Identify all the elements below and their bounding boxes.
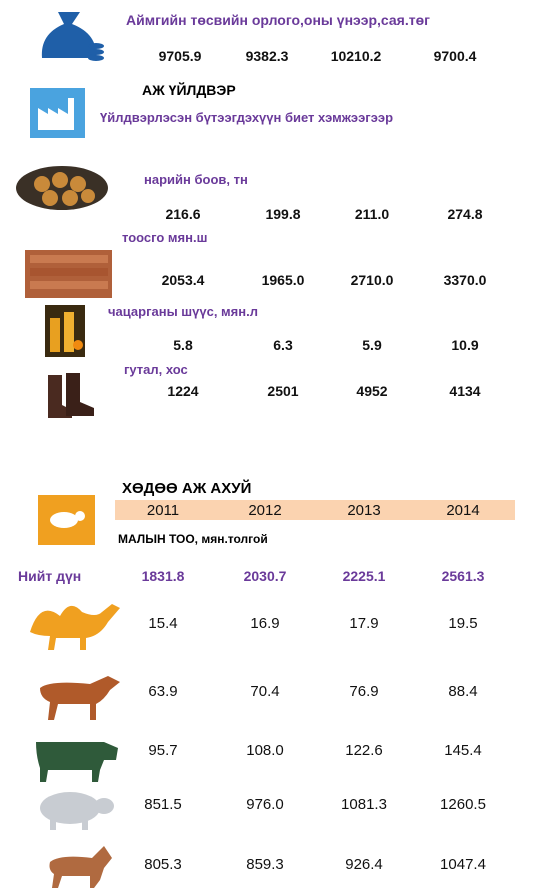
product-value: 2053.4	[161, 272, 205, 288]
budget-value: 10210.2	[330, 48, 382, 64]
livestock-value: 122.6	[345, 742, 383, 759]
cow-icon	[36, 742, 118, 782]
livestock-value: 805.3	[144, 856, 182, 873]
product-value: 274.8	[447, 206, 483, 222]
product-value: 10.9	[451, 337, 479, 353]
budget-value: 9700.4	[433, 48, 477, 64]
livestock-value: 88.4	[448, 683, 478, 700]
product-label: чацарганы шүүс, мян.л	[108, 304, 258, 319]
livestock-value: 1260.5	[440, 796, 486, 813]
livestock-value: 95.7	[148, 742, 178, 759]
livestock-value: 63.9	[148, 683, 178, 700]
livestock-subtitle: МАЛЫН ТОО, мян.толгой	[118, 532, 268, 546]
horse-icon	[40, 676, 120, 720]
year: 2013	[347, 502, 381, 519]
livestock-value: 108.0	[246, 742, 284, 759]
budget-value: 9705.9	[158, 48, 202, 64]
product-label: гутал, хос	[124, 362, 188, 377]
industry-heading: АЖ ҮЙЛДВЭР	[142, 82, 236, 98]
livestock-value: 15.4	[148, 615, 178, 632]
product-value: 4952	[356, 383, 388, 399]
livestock-value: 926.4	[345, 856, 383, 873]
year: 2014	[446, 502, 480, 519]
cookies-image	[16, 166, 108, 210]
total-value: 2225.1	[342, 568, 386, 584]
livestock-value: 1047.4	[440, 856, 486, 873]
total-value: 1831.8	[141, 568, 185, 584]
livestock-icon	[38, 495, 95, 545]
agriculture-heading: ХӨДӨӨ АЖ АХУЙ	[122, 480, 252, 497]
product-value: 2501	[267, 383, 299, 399]
livestock-value: 145.4	[444, 742, 482, 759]
livestock-value: 976.0	[246, 796, 284, 813]
product-value: 4134	[449, 383, 481, 399]
product-value: 216.6	[165, 206, 201, 222]
product-value: 3370.0	[443, 272, 487, 288]
livestock-value: 16.9	[250, 615, 280, 632]
product-value: 6.3	[273, 337, 293, 353]
livestock-value: 17.9	[349, 615, 379, 632]
boots-image	[48, 373, 94, 418]
livestock-value: 851.5	[144, 796, 182, 813]
bricks-image	[25, 250, 112, 298]
product-label: тоосго мян.ш	[122, 230, 208, 245]
product-value: 2710.0	[350, 272, 394, 288]
camel-icon	[30, 604, 120, 650]
sheep-icon	[40, 792, 114, 830]
total-value: 2030.7	[243, 568, 287, 584]
livestock-value: 859.3	[246, 856, 284, 873]
product-value: 5.8	[173, 337, 193, 353]
industry-subtitle: Үйлдвэрлэсэн бүтээгдэхүүн биет хэмжээгээ…	[100, 110, 394, 125]
product-value: 1965.0	[261, 272, 305, 288]
year: 2012	[248, 502, 282, 519]
product-value: 1224	[167, 383, 199, 399]
budget-value: 9382.3	[245, 48, 289, 64]
product-value: 211.0	[354, 206, 390, 222]
livestock-value: 1081.3	[341, 796, 387, 813]
livestock-value: 19.5	[448, 615, 478, 632]
goat-icon	[49, 846, 112, 888]
livestock-value: 70.4	[250, 683, 280, 700]
total-label: Нийт дүн	[18, 568, 82, 584]
factory-icon	[30, 88, 85, 138]
total-value: 2561.3	[441, 568, 485, 584]
product-value: 5.9	[362, 337, 382, 353]
budget-title: Аймгийн төсвийн орлого,оны үнээр,сая.төг	[126, 12, 430, 28]
money-bag-icon	[41, 12, 104, 61]
years-band	[115, 500, 515, 520]
livestock-value: 76.9	[349, 683, 379, 700]
product-label: нарийн боов, тн	[144, 172, 248, 187]
product-value: 199.8	[265, 206, 301, 222]
juice-image	[45, 305, 85, 357]
year: 2011	[146, 502, 180, 519]
